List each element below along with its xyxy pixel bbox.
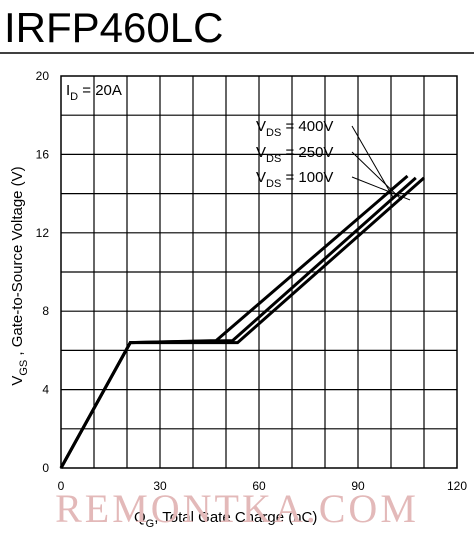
x-tick-label: 60 [252, 479, 266, 493]
chart-labels: 0 30 60 90 120 0 4 8 12 16 20 QG, Total Gate Charge… [9, 69, 467, 530]
y-axis-label: VGS , Gate-to-Source Voltage (V) [9, 166, 30, 385]
plot-frame [60, 75, 458, 469]
series-leader-100V [351, 176, 411, 201]
y-tick-label: 12 [36, 226, 50, 240]
x-tick-label: 0 [58, 479, 65, 493]
series-label-250V: VDS = 250V [256, 144, 333, 165]
x-tick-label: 30 [153, 479, 167, 493]
series-layer [59, 174, 425, 469]
plot-border [60, 75, 458, 469]
x-axis-label: QG, Total Gate Charge (nC) [134, 509, 317, 530]
y-tick-label: 4 [42, 383, 49, 397]
grid [61, 76, 457, 468]
condition-label: ID = 20A [66, 82, 122, 103]
y-tick-label: 0 [42, 461, 49, 475]
x-tick-label: 90 [351, 479, 365, 493]
series-line-100V [59, 176, 425, 469]
series-label-100V: VDS = 100V [256, 169, 333, 190]
series-leader-250V [351, 151, 403, 201]
series-label-400V: VDS = 400V [256, 118, 333, 139]
y-tick-label: 8 [42, 304, 49, 318]
part-number-title: IRFP460LC [4, 4, 223, 51]
watermark: REMONTKA.COM [55, 486, 419, 531]
y-axis-label-group: VGS , Gate-to-Source Voltage (V) [9, 166, 30, 385]
series-line-400V [59, 174, 409, 469]
y-tick-label: 16 [36, 147, 50, 161]
y-tick-label: 20 [36, 69, 50, 83]
x-tick-label: 120 [447, 479, 467, 493]
